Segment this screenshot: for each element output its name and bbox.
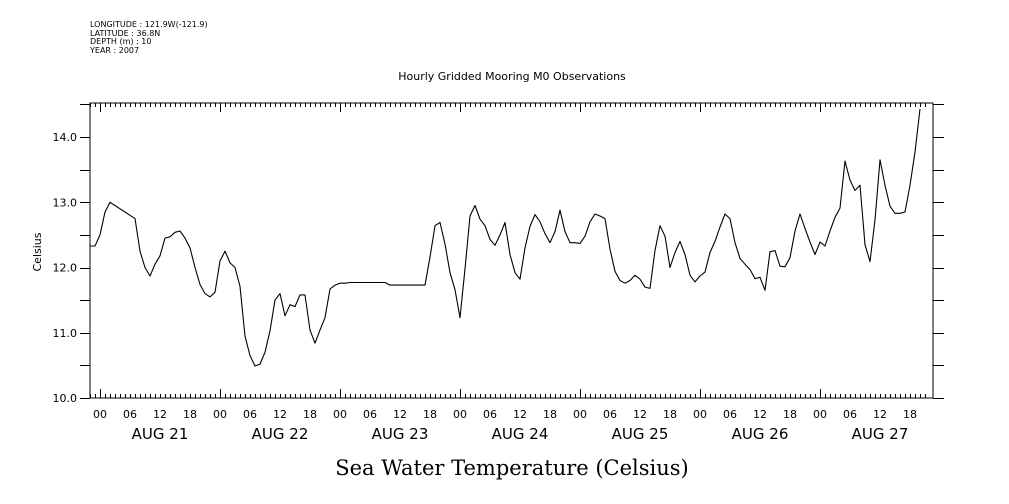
x-hour-label: 00: [453, 408, 467, 421]
chart-title: Hourly Gridded Mooring M0 Observations: [398, 70, 626, 83]
x-hour-label: 12: [393, 408, 407, 421]
x-hour-label: 00: [213, 408, 227, 421]
x-hour-label: 12: [153, 408, 167, 421]
latitude-label: LATITUDE : 36.8N: [90, 28, 161, 38]
x-day-label: AUG 22: [252, 425, 309, 443]
x-hour-label: 18: [903, 408, 917, 421]
x-day-label: AUG 25: [612, 425, 669, 443]
longitude-label: LONGITUDE : 121.9W(-121.9): [90, 20, 208, 29]
x-hour-label: 12: [753, 408, 767, 421]
x-hour-label: 18: [663, 408, 677, 421]
plot-frame: [89, 102, 934, 399]
metadata-block: LONGITUDE : 121.9W(-121.9) LATITUDE : 36…: [90, 20, 208, 55]
axis-ticks: [80, 103, 944, 399]
x-hour-label: 00: [813, 408, 827, 421]
x-hour-label: 18: [303, 408, 317, 421]
x-hour-label: 12: [633, 408, 647, 421]
x-day-label: AUG 23: [372, 425, 429, 443]
x-hour-label: 12: [513, 408, 527, 421]
y-tick-label: 11.0: [53, 327, 78, 340]
x-hour-label: 18: [423, 408, 437, 421]
y-tick-label: 12.0: [53, 262, 78, 275]
axis-tick-labels: 10.0 11.0 12.0 13.0 14.0 00 06 12 18 00 06 12 18 00 06…: [53, 131, 918, 443]
x-hour-label: 00: [93, 408, 107, 421]
x-hour-label: 00: [693, 408, 707, 421]
y-tick-label: 14.0: [53, 131, 78, 144]
x-day-label: AUG 21: [132, 425, 189, 443]
year-label: YEAR : 2007: [90, 45, 140, 55]
x-hour-label: 06: [723, 408, 737, 421]
x-hour-label: 06: [363, 408, 377, 421]
series-group: [90, 108, 921, 367]
x-hour-label: 00: [333, 408, 347, 421]
y-tick-label: 10.0: [53, 392, 78, 405]
x-hour-label: 06: [243, 408, 257, 421]
x-hour-label: 06: [123, 408, 137, 421]
x-axis-title: Sea Water Temperature (Celsius): [335, 456, 689, 480]
x-hour-label: 18: [783, 408, 797, 421]
y-axis-label: Celsius: [31, 232, 44, 271]
x-hour-label: 06: [603, 408, 617, 421]
x-hour-label: 18: [543, 408, 557, 421]
x-hour-label: 12: [873, 408, 887, 421]
x-day-label: AUG 26: [732, 425, 789, 443]
x-day-label: AUG 24: [492, 425, 549, 443]
x-day-label: AUG 27: [852, 425, 909, 443]
y-tick-label: 13.0: [53, 196, 78, 209]
depth-label: DEPTH (m) : 10: [90, 37, 152, 46]
x-hour-label: 12: [273, 408, 287, 421]
x-hour-label: 00: [573, 408, 587, 421]
series-line-temperature: [90, 108, 921, 367]
x-hour-label: 06: [843, 408, 857, 421]
x-hour-label: 06: [483, 408, 497, 421]
x-hour-label: 18: [183, 408, 197, 421]
